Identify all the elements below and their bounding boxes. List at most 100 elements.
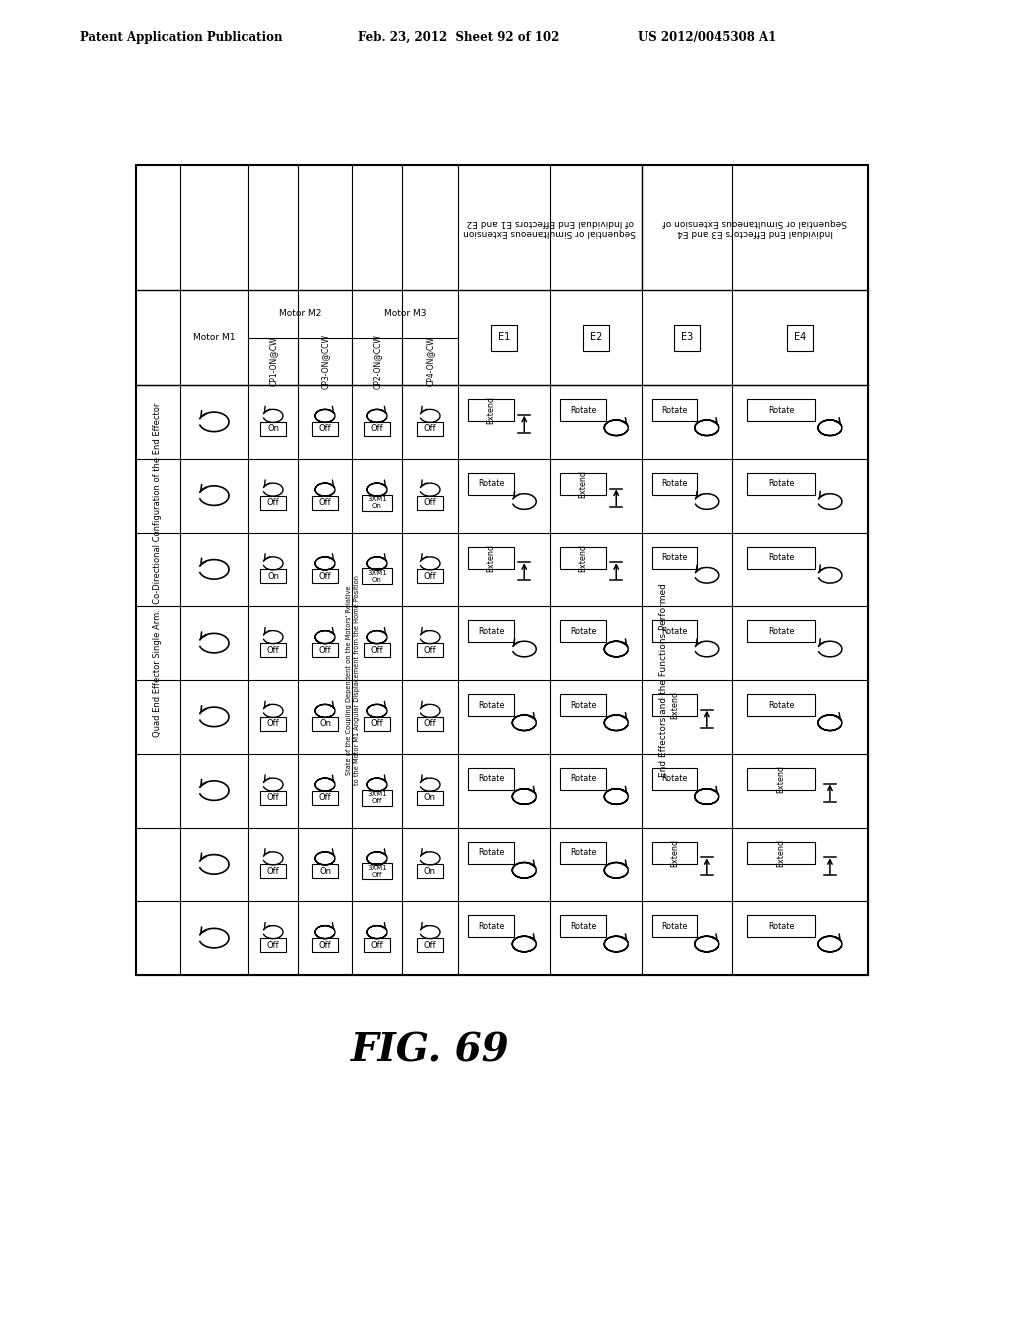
Text: CP1-ON@CW: CP1-ON@CW xyxy=(268,337,278,385)
Bar xyxy=(417,422,443,436)
Text: Off: Off xyxy=(424,572,436,581)
Text: End Effectors and the Functions Performed: End Effectors and the Functions Performe… xyxy=(658,583,668,777)
Bar xyxy=(312,717,338,731)
Text: Rotate: Rotate xyxy=(478,775,504,783)
Text: Motor M2: Motor M2 xyxy=(279,309,322,318)
Bar xyxy=(312,791,338,805)
Bar xyxy=(312,422,338,436)
Bar xyxy=(468,842,514,863)
Bar xyxy=(362,863,392,879)
Bar xyxy=(364,422,390,436)
Text: Rotate: Rotate xyxy=(662,553,687,562)
Bar xyxy=(652,546,697,569)
Text: On: On xyxy=(319,867,331,876)
Text: US 2012/0045308 A1: US 2012/0045308 A1 xyxy=(638,30,776,44)
Bar xyxy=(652,842,697,863)
Bar xyxy=(583,325,609,351)
Text: Feb. 23, 2012  Sheet 92 of 102: Feb. 23, 2012 Sheet 92 of 102 xyxy=(358,30,559,44)
Bar xyxy=(746,473,815,495)
Bar xyxy=(468,768,514,789)
Text: E1: E1 xyxy=(498,333,510,342)
Text: FIG. 69: FIG. 69 xyxy=(350,1031,509,1069)
Bar xyxy=(468,694,514,717)
Bar xyxy=(560,915,606,937)
Bar xyxy=(652,694,697,717)
Bar xyxy=(560,842,606,863)
Bar xyxy=(652,768,697,789)
Bar xyxy=(260,422,286,436)
Bar xyxy=(364,939,390,952)
Bar xyxy=(468,473,514,495)
Text: Rotate: Rotate xyxy=(570,921,596,931)
Text: Rotate: Rotate xyxy=(662,921,687,931)
Text: Extend: Extend xyxy=(776,764,785,793)
Bar xyxy=(362,789,392,805)
Text: Off: Off xyxy=(318,498,332,507)
Text: Rotate: Rotate xyxy=(570,847,596,857)
Text: Off: Off xyxy=(266,867,280,876)
Text: Individual End Effectors E3 and E4
Sequential or Simultaneous Extension of: Individual End Effectors E3 and E4 Seque… xyxy=(663,218,847,238)
Bar xyxy=(746,768,815,789)
Text: Off: Off xyxy=(318,941,332,949)
Text: Off: Off xyxy=(318,793,332,803)
Bar xyxy=(652,620,697,643)
Text: On: On xyxy=(319,719,331,729)
Bar xyxy=(312,865,338,878)
Bar xyxy=(560,694,606,717)
Bar xyxy=(417,569,443,583)
Text: Rotate: Rotate xyxy=(768,553,795,562)
Bar xyxy=(674,325,700,351)
Bar xyxy=(260,643,286,657)
Text: Off: Off xyxy=(266,645,280,655)
Bar xyxy=(490,325,517,351)
Text: Rotate: Rotate xyxy=(662,627,687,636)
Bar xyxy=(260,791,286,805)
Text: 3XM1
On: 3XM1 On xyxy=(368,496,387,510)
Text: Rotate: Rotate xyxy=(662,405,687,414)
Text: E3: E3 xyxy=(681,333,693,342)
Text: Motor M3: Motor M3 xyxy=(384,309,426,318)
Text: 3XM1
Off: 3XM1 Off xyxy=(368,865,387,878)
Text: On: On xyxy=(267,572,279,581)
Bar xyxy=(417,495,443,510)
Bar xyxy=(746,620,815,643)
Text: CP4-ON@CW: CP4-ON@CW xyxy=(426,337,434,387)
Bar xyxy=(260,717,286,731)
Bar xyxy=(417,791,443,805)
Text: Off: Off xyxy=(424,498,436,507)
Text: Extend: Extend xyxy=(579,544,588,572)
Text: Off: Off xyxy=(318,572,332,581)
Text: Off: Off xyxy=(266,793,280,803)
Text: CP2-ON@CCW: CP2-ON@CCW xyxy=(373,334,382,388)
Text: Off: Off xyxy=(424,941,436,949)
Text: Rotate: Rotate xyxy=(570,627,596,636)
Text: CP3-ON@CCW: CP3-ON@CCW xyxy=(321,334,330,389)
Text: Rotate: Rotate xyxy=(478,627,504,636)
Text: State of the Coupling Dependent on the Motors' Relative
to the Motor M1 Angular : State of the Coupling Dependent on the M… xyxy=(346,576,359,785)
Text: Rotate: Rotate xyxy=(570,775,596,783)
Text: Rotate: Rotate xyxy=(768,479,795,488)
Bar xyxy=(652,915,697,937)
Text: On: On xyxy=(424,867,436,876)
Text: Off: Off xyxy=(371,424,383,433)
Bar xyxy=(364,643,390,657)
Bar xyxy=(364,717,390,731)
Bar xyxy=(260,495,286,510)
Text: Rotate: Rotate xyxy=(570,405,596,414)
Bar xyxy=(746,694,815,717)
Bar xyxy=(136,165,868,975)
Text: Extend: Extend xyxy=(670,692,679,719)
Text: Off: Off xyxy=(318,424,332,433)
Bar xyxy=(468,620,514,643)
Bar xyxy=(417,643,443,657)
Text: Off: Off xyxy=(371,941,383,949)
Text: Rotate: Rotate xyxy=(570,701,596,710)
Bar xyxy=(652,399,697,421)
Text: Off: Off xyxy=(424,719,436,729)
Text: Rotate: Rotate xyxy=(662,479,687,488)
Bar xyxy=(746,546,815,569)
Text: Motor M1: Motor M1 xyxy=(193,333,236,342)
Text: Rotate: Rotate xyxy=(768,701,795,710)
Bar xyxy=(312,495,338,510)
Text: Rotate: Rotate xyxy=(478,847,504,857)
